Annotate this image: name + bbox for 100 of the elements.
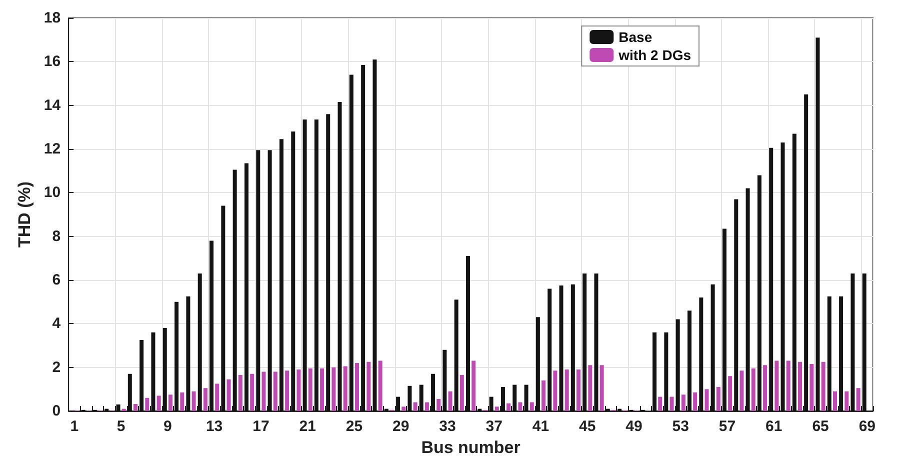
- bar: [699, 297, 704, 411]
- bar: [542, 380, 546, 411]
- x-tick-label: 53: [672, 418, 689, 435]
- bar: [681, 394, 686, 411]
- bar: [576, 370, 581, 411]
- bar: [676, 319, 680, 411]
- bar: [210, 240, 214, 411]
- bar: [816, 38, 820, 411]
- bar: [716, 386, 720, 411]
- legend-label: Base: [618, 29, 652, 45]
- bar: [746, 188, 750, 411]
- bar: [489, 396, 494, 411]
- bar: [798, 362, 802, 411]
- x-tick-label: 69: [858, 418, 876, 435]
- bar: [466, 256, 470, 411]
- bar: [408, 386, 412, 411]
- bar: [140, 340, 144, 411]
- bar: [704, 389, 709, 411]
- bar: [442, 350, 447, 411]
- bar: [296, 370, 301, 411]
- bar: [192, 391, 196, 411]
- x-tick-label: 37: [486, 418, 502, 435]
- bar: [180, 392, 184, 411]
- bar: [564, 370, 569, 411]
- bar: [570, 284, 575, 411]
- bar: [250, 374, 254, 411]
- bar: [786, 360, 790, 411]
- bar: [710, 284, 715, 411]
- x-tick-label: 61: [766, 418, 782, 435]
- bar: [832, 391, 837, 411]
- bar: [162, 328, 167, 411]
- x-tick-label: 13: [206, 418, 223, 435]
- x-axis-title: Bus number: [421, 438, 521, 457]
- bar: [810, 364, 814, 411]
- x-tick-label: 65: [812, 418, 829, 435]
- bar: [332, 367, 336, 411]
- y-tick-label: 6: [52, 272, 61, 288]
- bar: [431, 374, 436, 411]
- bar: [174, 302, 179, 411]
- bar: [186, 296, 190, 411]
- bar: [302, 120, 307, 411]
- bar: [436, 398, 441, 411]
- bar: [145, 398, 150, 411]
- bar: [226, 379, 231, 411]
- y-tick-label: 4: [52, 315, 62, 332]
- bar: [582, 273, 587, 411]
- bar: [151, 332, 156, 411]
- bar: [769, 148, 774, 411]
- y-tick-label: 10: [44, 184, 61, 202]
- bar: [361, 64, 366, 411]
- bar: [396, 396, 400, 411]
- x-tick-label: 21: [299, 418, 316, 435]
- bar: [530, 402, 534, 411]
- bar: [518, 402, 522, 411]
- bar: [553, 370, 558, 411]
- bar: [722, 228, 726, 411]
- bar: [203, 388, 208, 411]
- bar: [314, 120, 318, 411]
- bar: [349, 74, 354, 411]
- bar: [472, 360, 476, 411]
- bar: [827, 296, 832, 411]
- bar: [536, 317, 540, 411]
- bar: [215, 384, 220, 411]
- bar: [156, 396, 161, 411]
- bar: [320, 368, 324, 411]
- bar: [548, 288, 552, 411]
- bar: [763, 365, 768, 411]
- bar: [232, 170, 237, 411]
- bar: [419, 384, 424, 411]
- bar: [658, 396, 662, 411]
- bar: [751, 368, 756, 411]
- bar: [588, 365, 592, 411]
- bar: [291, 132, 296, 411]
- bar: [221, 206, 226, 411]
- bar: [372, 59, 377, 411]
- bar: [500, 386, 505, 411]
- bar: [559, 285, 564, 411]
- bar: [454, 300, 458, 411]
- bar: [198, 273, 202, 411]
- bar: [366, 362, 371, 411]
- bar: [279, 139, 284, 411]
- bar: [308, 368, 312, 411]
- bar: [512, 384, 517, 411]
- y-tick-label: 2: [52, 358, 61, 376]
- x-tick-label: 25: [346, 418, 363, 435]
- bar: [524, 384, 528, 411]
- x-tick-label: 9: [164, 418, 172, 435]
- bar: [424, 402, 429, 411]
- bar: [262, 372, 266, 411]
- bar: [792, 134, 796, 411]
- bar: [688, 310, 692, 411]
- bar: [413, 402, 418, 411]
- x-tick-label: 57: [718, 418, 736, 435]
- x-tick-label: 33: [439, 418, 456, 435]
- bar: [268, 150, 272, 411]
- bar: [693, 392, 698, 411]
- y-axis-title: THD (%): [15, 181, 34, 248]
- bar: [728, 376, 732, 411]
- bar: [664, 332, 668, 411]
- y-tick-label: 0: [52, 402, 61, 420]
